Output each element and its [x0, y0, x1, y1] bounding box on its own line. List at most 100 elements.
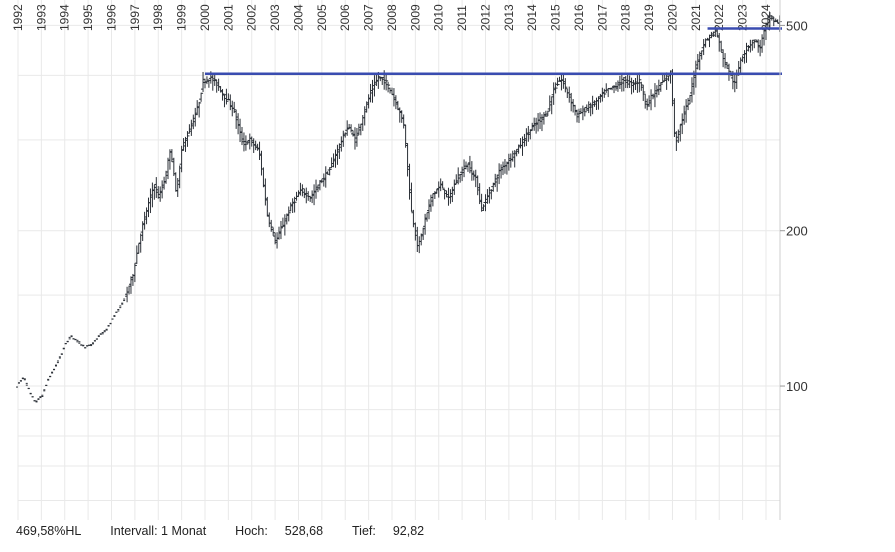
year-label: 2006: [338, 4, 352, 31]
ohlc-bar: [292, 196, 297, 213]
ohlc-bar: [78, 342, 83, 346]
ohlc-bar: [193, 107, 198, 127]
year-label: 1995: [81, 4, 95, 31]
ohlc-bar: [119, 303, 124, 309]
ohlc-bar: [162, 176, 167, 190]
year-label: 2015: [549, 4, 563, 31]
ohlc-bar: [559, 74, 564, 91]
ohlc-bar: [760, 34, 765, 53]
ohlc-bar: [351, 130, 356, 137]
year-label: 2014: [525, 4, 539, 31]
ohlc-bar: [358, 123, 363, 136]
ohlc-bar: [191, 114, 196, 130]
ohlc-bars: [16, 12, 782, 403]
year-label: 2020: [665, 4, 679, 31]
ohlc-bar: [45, 379, 50, 386]
ohlc-bar: [265, 196, 270, 217]
ohlc-bar: [775, 19, 780, 24]
ohlc-bar: [183, 136, 188, 152]
ohlc-bar: [60, 348, 65, 355]
ohlc-bar: [19, 378, 24, 382]
ohlc-bar: [53, 365, 58, 370]
ohlc-bar: [501, 161, 506, 176]
ohlc-bar: [173, 172, 178, 192]
year-label: 2012: [478, 4, 492, 31]
ohlc-bar: [592, 100, 597, 107]
ohlc-bar: [471, 170, 476, 181]
ohlc-bar: [386, 81, 391, 93]
ohlc-bar: [391, 88, 396, 107]
ohlc-bar: [74, 338, 79, 341]
ohlc-bar: [21, 377, 26, 381]
ohlc-bar: [758, 39, 763, 57]
ohlc-bar: [249, 136, 254, 147]
ohlc-bar: [389, 87, 394, 96]
ohlc-bar: [440, 181, 445, 189]
year-label: 1996: [104, 4, 118, 31]
ohlc-bar: [563, 78, 568, 93]
ohlc-bar: [123, 295, 128, 302]
year-label: 2009: [408, 4, 422, 31]
ohlc-bar: [732, 74, 737, 93]
ohlc-bar: [271, 227, 276, 236]
ohlc-bar: [487, 186, 492, 204]
ohlc-bar: [545, 110, 550, 116]
ohlc-bar: [17, 380, 22, 384]
price-tick-label: 500: [786, 18, 808, 33]
year-label: 1993: [34, 4, 48, 31]
year-label: 2013: [502, 4, 516, 31]
ohlc-bar: [146, 197, 151, 218]
ohlc-bar: [444, 190, 449, 198]
ohlc-bar: [90, 343, 95, 346]
ohlc-bar: [752, 39, 757, 49]
ohlc-bar: [641, 84, 646, 101]
high-label: Hoch:: [235, 524, 268, 538]
resistance-lines: [204, 27, 782, 75]
ohlc-bar: [656, 79, 661, 96]
ohlc-bar: [224, 88, 229, 105]
ohlc-bar: [423, 213, 428, 235]
ohlc-bar: [218, 86, 223, 93]
ohlc-bar: [206, 79, 211, 88]
ohlc-bar: [115, 310, 120, 313]
ohlc-bar: [113, 311, 118, 317]
ohlc-bar: [185, 131, 190, 147]
ohlc-bar: [678, 124, 683, 142]
ohlc-bar: [212, 73, 217, 86]
ohlc-bar: [551, 82, 556, 105]
ohlc-bar: [604, 83, 609, 93]
ohlc-bar: [323, 166, 328, 188]
ohlc-bar: [615, 80, 620, 92]
ohlc-bar: [333, 149, 338, 168]
ohlc-bar: [514, 148, 519, 157]
ohlc-bar: [697, 51, 702, 71]
ohlc-bar: [354, 127, 359, 147]
ohlc-bar: [107, 323, 112, 327]
ohlc-bar: [695, 53, 700, 70]
year-label: 1997: [128, 4, 142, 31]
ohlc-bar: [325, 171, 330, 175]
ohlc-bar: [499, 164, 504, 179]
ohlc-bar: [152, 184, 157, 200]
ohlc-bar: [228, 94, 233, 111]
ohlc-bar: [222, 94, 227, 108]
ohlc-bar: [343, 132, 348, 138]
ohlc-bar: [393, 95, 398, 110]
ohlc-bar: [606, 88, 611, 98]
ohlc-bar: [586, 101, 591, 114]
ohlc-bar: [701, 39, 706, 56]
low-label: Tief:: [352, 524, 376, 538]
year-label: 2004: [291, 4, 305, 31]
ohlc-bar: [243, 135, 248, 151]
ohlc-bar: [189, 119, 194, 136]
ohlc-bar: [240, 126, 245, 146]
ohlc-bar: [600, 87, 605, 102]
ohlc-bar: [199, 92, 204, 102]
ohlc-bar: [411, 209, 416, 228]
ohlc-bar: [512, 150, 517, 168]
ohlc-bar: [142, 211, 147, 230]
ohlc-bar: [419, 233, 424, 246]
year-label: 1998: [151, 4, 165, 31]
